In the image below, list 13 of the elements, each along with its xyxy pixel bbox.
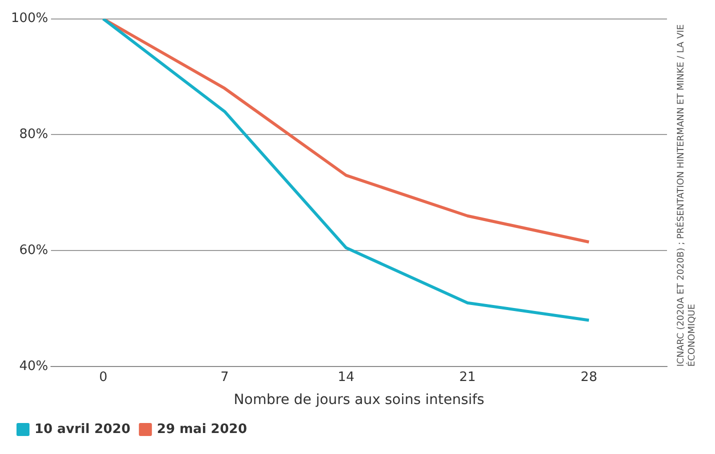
x-axis-title: Nombre de jours aux soins intensifs (234, 392, 484, 408)
x-tick-label: 7 (220, 370, 229, 385)
legend-label: 10 avril 2020 (34, 422, 130, 437)
y-tick-label: 60% (19, 243, 48, 258)
x-tick-label: 21 (459, 370, 476, 385)
x-tick-label: 14 (338, 370, 354, 385)
y-tick-label: 80% (19, 127, 48, 142)
y-tick-label: 40% (19, 358, 48, 374)
legend-label: 29 mai 2020 (156, 422, 248, 437)
y-tick-label: 100% (10, 11, 48, 26)
x-tick-label: 28 (580, 370, 598, 385)
text: ICNARC (2020A ET 2020B) ; PRÉSENTATION HINTERMANN ET MINKE / LA VIE ÉCONOMIQUE (674, 24, 698, 367)
x-tick-label: 0 (99, 370, 108, 385)
